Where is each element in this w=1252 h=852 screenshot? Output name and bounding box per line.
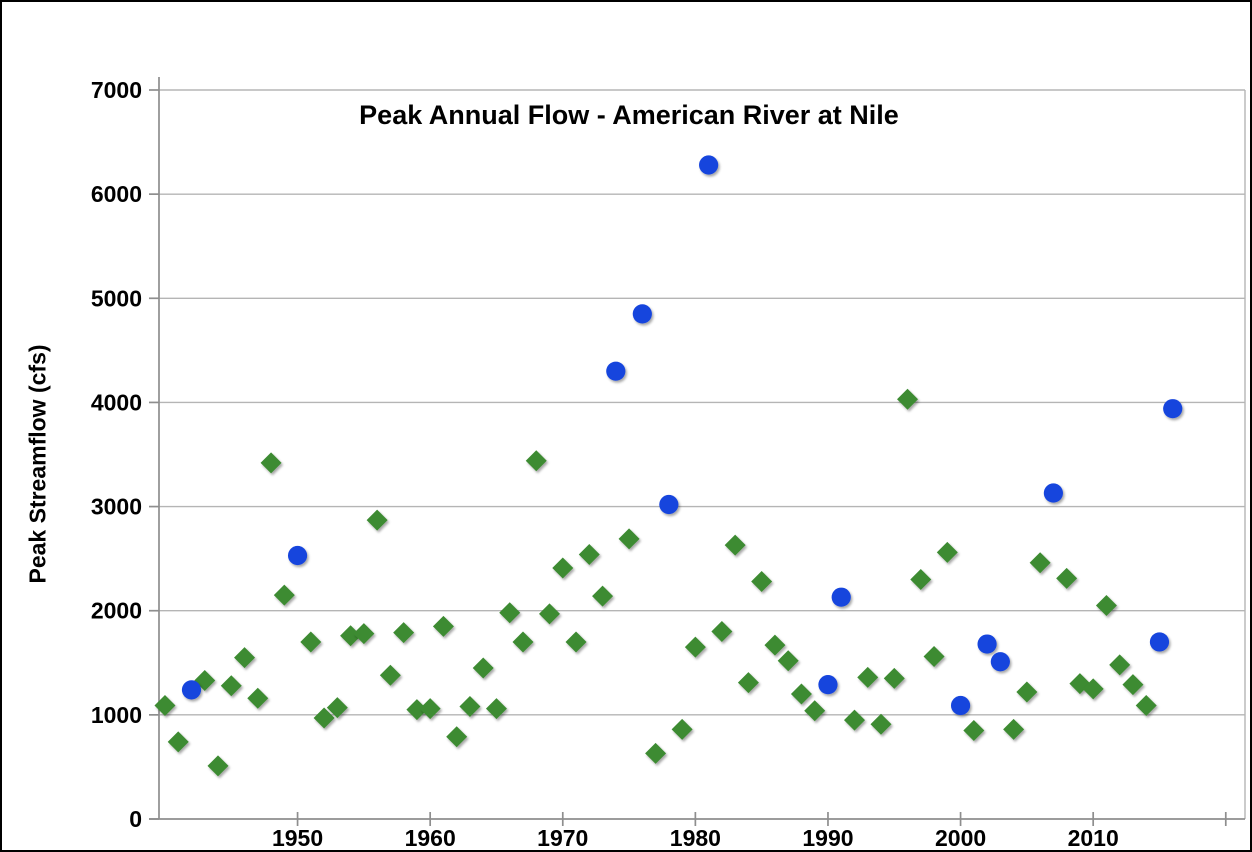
data-point-green-diamonds — [313, 707, 335, 729]
data-point-green-diamonds — [1056, 567, 1078, 589]
x-tick-label: 1950 — [272, 825, 323, 851]
data-point-green-diamonds — [552, 557, 574, 579]
data-point-green-diamonds — [472, 657, 494, 679]
y-tick-label: 5000 — [91, 285, 142, 311]
data-point-blue-circles — [831, 587, 851, 607]
data-point-green-diamonds — [1135, 694, 1157, 716]
data-point-green-diamonds — [870, 713, 892, 735]
x-tick-label: 2000 — [935, 825, 986, 851]
data-point-green-diamonds — [578, 543, 600, 565]
data-point-green-diamonds — [326, 697, 348, 719]
x-tick-label: 1990 — [802, 825, 853, 851]
data-point-blue-circles — [181, 680, 202, 700]
data-point-green-diamonds — [539, 603, 561, 625]
data-point-green-diamonds — [485, 698, 507, 720]
data-point-green-diamonds — [234, 647, 256, 669]
y-tick-label: 1000 — [91, 702, 142, 728]
data-point-green-diamonds — [446, 726, 468, 748]
data-point-blue-circles — [632, 304, 652, 324]
data-point-blue-circles — [977, 634, 997, 654]
data-point-green-diamonds — [790, 683, 812, 705]
data-point-green-diamonds — [260, 452, 282, 474]
data-point-green-diamonds — [777, 650, 799, 672]
data-point-green-diamonds — [1109, 654, 1131, 676]
data-point-green-diamonds — [936, 541, 958, 563]
data-point-blue-circles — [990, 652, 1010, 672]
data-point-green-diamonds — [512, 631, 534, 653]
data-point-green-diamonds — [897, 388, 919, 410]
data-point-green-diamonds — [1003, 718, 1025, 740]
data-point-green-diamonds — [353, 623, 375, 645]
data-point-green-diamonds — [764, 634, 786, 656]
data-point-green-diamonds — [910, 568, 932, 590]
data-point-green-diamonds — [525, 450, 547, 472]
data-point-green-diamonds — [459, 696, 481, 718]
x-tick-label: 2010 — [1068, 825, 1119, 851]
y-tick-label: 2000 — [91, 598, 142, 624]
data-point-green-diamonds — [671, 718, 693, 740]
data-point-green-diamonds — [154, 694, 176, 716]
y-tick-label: 3000 — [91, 494, 142, 520]
data-point-green-diamonds — [273, 584, 295, 606]
data-point-green-diamonds — [340, 625, 362, 647]
x-tick-label: 1970 — [537, 825, 588, 851]
data-point-green-diamonds — [711, 621, 733, 643]
data-point-green-diamonds — [1016, 681, 1038, 703]
data-point-green-diamonds — [300, 631, 322, 653]
data-point-blue-circles — [950, 695, 971, 716]
data-point-blue-circles — [659, 494, 679, 515]
data-point-green-diamonds — [167, 731, 189, 753]
data-point-blue-circles — [1043, 483, 1063, 503]
data-point-green-diamonds — [406, 699, 428, 721]
data-point-green-diamonds — [1029, 552, 1051, 574]
data-point-green-diamonds — [724, 534, 746, 556]
data-point-green-diamonds — [618, 528, 640, 550]
data-point-blue-circles — [699, 155, 719, 175]
data-point-green-diamonds — [684, 636, 706, 658]
data-point-green-diamonds — [883, 667, 905, 689]
data-point-blue-circles — [1149, 632, 1170, 652]
data-point-blue-circles — [287, 545, 308, 566]
data-point-blue-circles — [1163, 399, 1183, 419]
y-tick-label: 6000 — [91, 181, 142, 207]
data-point-green-diamonds — [207, 755, 229, 777]
data-point-green-diamonds — [1122, 674, 1144, 696]
data-point-green-diamonds — [737, 672, 759, 694]
data-point-green-diamonds — [963, 719, 985, 741]
data-point-green-diamonds — [804, 700, 826, 722]
x-tick-label: 1980 — [670, 825, 721, 851]
data-point-green-diamonds — [565, 631, 587, 653]
data-point-green-diamonds — [843, 709, 865, 731]
data-point-green-diamonds — [499, 602, 521, 624]
data-point-green-diamonds — [220, 675, 242, 697]
data-point-green-diamonds — [1082, 678, 1104, 700]
data-point-green-diamonds — [645, 742, 667, 764]
data-point-green-diamonds — [379, 664, 401, 686]
x-tick-label: 1960 — [405, 825, 456, 851]
data-point-blue-circles — [606, 361, 626, 381]
y-tick-label: 4000 — [91, 389, 142, 415]
y-tick-label: 0 — [129, 806, 142, 832]
data-point-green-diamonds — [923, 646, 945, 668]
chart-title: Peak Annual Flow - American River at Nil… — [359, 100, 899, 130]
data-point-green-diamonds — [366, 509, 388, 531]
data-point-green-diamonds — [393, 622, 415, 644]
data-point-green-diamonds — [592, 585, 614, 607]
y-tick-label: 7000 — [91, 77, 142, 103]
data-point-green-diamonds — [857, 666, 879, 688]
data-point-green-diamonds — [751, 571, 773, 593]
data-point-green-diamonds — [419, 698, 441, 720]
data-point-green-diamonds — [247, 687, 269, 709]
data-point-blue-circles — [818, 675, 838, 695]
data-point-green-diamonds — [1095, 595, 1117, 617]
data-point-green-diamonds — [432, 615, 454, 637]
